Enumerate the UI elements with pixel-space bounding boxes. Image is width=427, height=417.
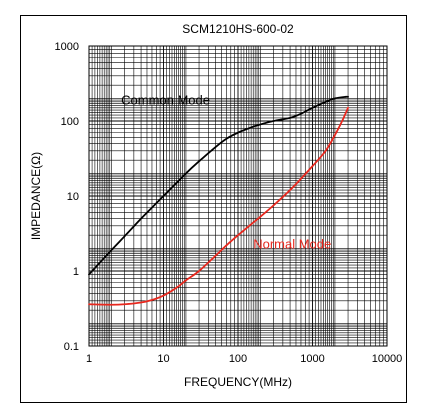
y-tick-label: 1 <box>73 266 79 278</box>
series-line-normal-mode <box>88 106 349 306</box>
x-tick-label: 1000 <box>300 353 324 365</box>
x-tick-label: 100 <box>229 353 247 365</box>
series-label-common-mode: Common Mode <box>121 93 210 108</box>
x-tick-label: 10 <box>157 353 169 365</box>
y-tick-label: 10 <box>67 191 79 203</box>
series-layer: Common Mode Normal Mode <box>88 93 349 306</box>
plot-area-frame <box>88 45 388 347</box>
outer-border <box>20 15 407 403</box>
x-tick-label: 10000 <box>372 353 403 365</box>
series-label-normal-mode: Normal Mode <box>253 236 331 251</box>
series-line-common-mode <box>88 95 349 276</box>
chart-title: SCM1210HS-600-02 <box>182 22 294 36</box>
y-tick-label: 1000 <box>55 41 79 53</box>
y-axis-label: IMPEDANCE(Ω) <box>29 152 43 240</box>
x-tick-label: 1 <box>86 353 92 365</box>
tick-labels: 1 10 100 1000 10000 0.1 1 10 100 1000 <box>55 41 403 365</box>
y-tick-label: 100 <box>61 116 79 128</box>
x-axis-label: FREQUENCY(MHz) <box>184 375 292 389</box>
y-tick-label: 0.1 <box>64 341 79 353</box>
